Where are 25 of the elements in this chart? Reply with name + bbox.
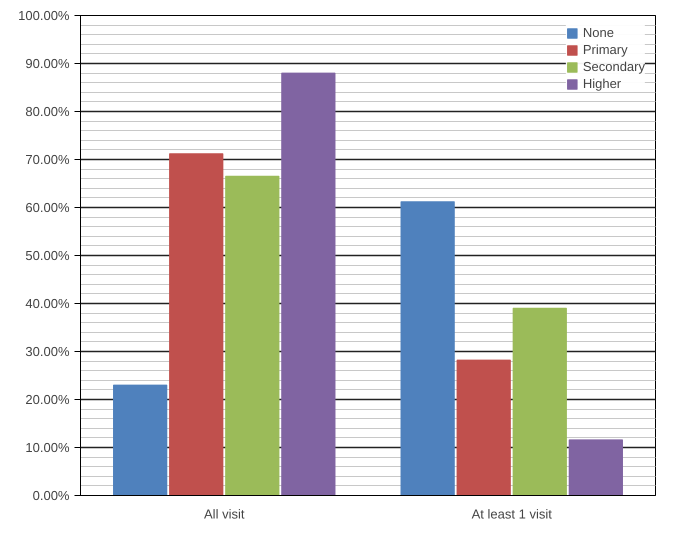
y-tick-label: 90.00% — [25, 56, 70, 71]
bar — [400, 201, 455, 496]
legend-label: None — [582, 25, 614, 40]
bar — [225, 176, 280, 496]
bar — [456, 360, 511, 496]
y-tick-label: 30.00% — [25, 344, 70, 359]
legend-label: Secondary — [582, 59, 645, 74]
y-tick-label: 40.00% — [25, 296, 70, 311]
bar — [281, 72, 336, 496]
bar — [568, 439, 623, 496]
y-tick-label: 10.00% — [25, 440, 70, 455]
y-tick-label: 80.00% — [25, 104, 70, 119]
x-tick-label: All visit — [204, 506, 245, 522]
bar — [169, 153, 224, 496]
legend-label: Higher — [582, 76, 622, 91]
y-tick-label: 100.00% — [18, 8, 70, 23]
bar — [512, 308, 567, 496]
x-tick-label: At least 1 visit — [472, 506, 552, 522]
y-tick-label: 50.00% — [25, 248, 70, 263]
y-tick-label: 20.00% — [25, 392, 70, 407]
bar — [113, 384, 168, 496]
y-tick-label: 70.00% — [25, 152, 70, 167]
y-tick-label: 60.00% — [25, 200, 70, 215]
legend-label: Primary — [582, 42, 628, 57]
y-tick-label: 0.00% — [32, 488, 70, 503]
